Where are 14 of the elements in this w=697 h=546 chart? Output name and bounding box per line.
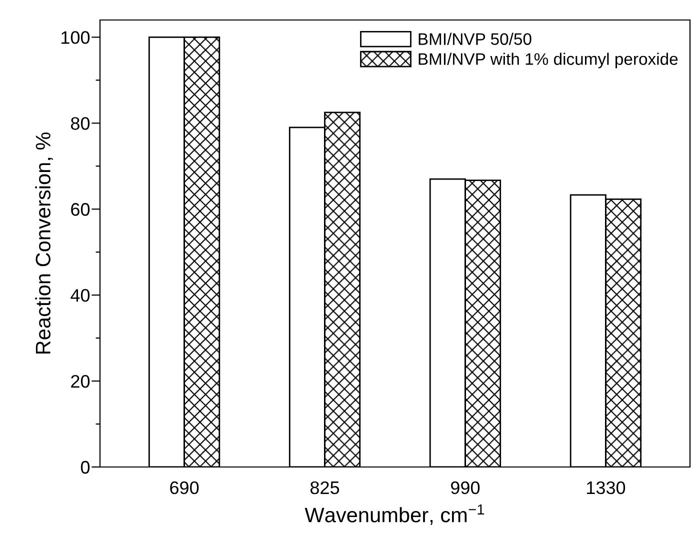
x-tick-label: 690 [170, 481, 199, 494]
x-axis-title: Wavenumber, cm$^{−1}$ [304, 504, 484, 525]
x-tick-label: 990 [451, 481, 480, 494]
legend-label: BMI/NVP with 1% dicumyl peroxide [418, 52, 678, 68]
y-tick-label: 20 [71, 374, 90, 388]
y-axis-title: Reaction Conversion, % [35, 132, 53, 354]
y-tick-label: 0 [80, 460, 90, 474]
legend-label: BMI/NVP 50/50 [418, 32, 532, 45]
x-tick-label: 1330 [587, 481, 626, 494]
x-tick-label: 825 [310, 481, 340, 494]
y-tick-label: 80 [70, 117, 90, 130]
y-tick-label: 60 [71, 203, 90, 216]
y-tick-label: 100 [62, 31, 90, 44]
y-tick-label: 40 [70, 289, 90, 302]
